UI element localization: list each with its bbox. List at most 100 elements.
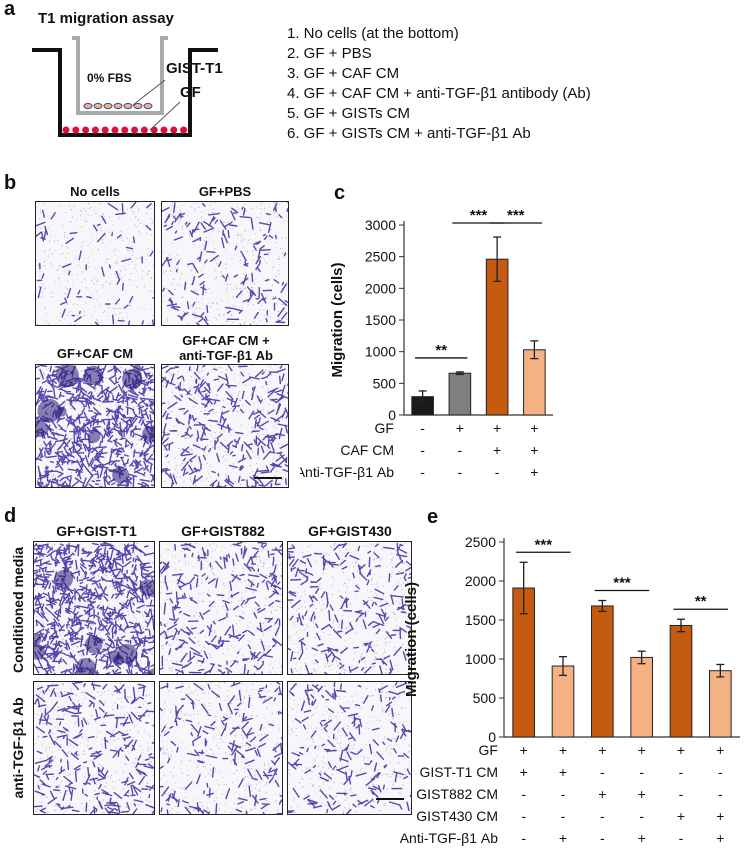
gf-dot: [150, 126, 158, 134]
condition-cell: +: [598, 786, 606, 802]
y-tick-label: 1500: [365, 312, 396, 328]
condition-cell: +: [559, 764, 567, 780]
condition-cell: +: [598, 742, 606, 758]
y-tick-label: 2500: [465, 534, 496, 550]
micrograph-gf-caf-ab: [161, 364, 289, 488]
micrograph-gist-t1-cm: [33, 541, 155, 675]
gf-pointer: [149, 101, 181, 131]
condition-row-label: CAF CM: [340, 442, 394, 458]
gf-dot: [62, 126, 70, 134]
micrograph-gist-t1-ab: [33, 681, 155, 815]
chart-c: 0 500 1000 1500 2000 2500 3000 Migration (cells…: [300, 207, 553, 480]
condition-cell: -: [521, 830, 526, 846]
assay-title: T1 migration assay: [38, 10, 174, 27]
gist-cells: [83, 102, 153, 110]
condition-cell: +: [530, 420, 538, 436]
gist-cell: [143, 102, 153, 110]
fbs-label: 0% FBS: [87, 71, 132, 85]
gist-pointer: [132, 79, 166, 106]
y-tick-label: 2500: [365, 249, 396, 265]
bar: [448, 372, 472, 416]
y-tick-label: 500: [373, 375, 397, 391]
y-tick-label: 0: [388, 407, 396, 423]
significance-label: ***: [470, 207, 488, 224]
condition-cell: -: [458, 442, 463, 458]
condition-cell: +: [559, 830, 567, 846]
gf-dot: [111, 126, 119, 134]
col-title-gist-t1: GF+GIST-T1: [56, 523, 137, 539]
condition-cell: -: [718, 786, 723, 802]
significance-label: ***: [613, 575, 631, 592]
condition-cell: -: [600, 830, 605, 846]
condition-cell: +: [456, 420, 464, 436]
title-line: anti-TGF-β1 Ab: [179, 348, 273, 363]
condition-cell: -: [679, 786, 684, 802]
y-tick-label: 2000: [465, 573, 496, 589]
bar: [485, 258, 509, 416]
significance-label: ***: [507, 207, 525, 224]
gf-dot: [160, 126, 168, 134]
gf-dot: [131, 126, 139, 134]
col-title-gist430: GF+GIST430: [308, 523, 392, 539]
bar: [630, 656, 653, 738]
condition-cell: +: [559, 742, 567, 758]
micrograph-gist430-ab: [287, 681, 412, 815]
condition-cell: -: [639, 808, 644, 824]
micrograph-gist882-cm: [159, 541, 283, 675]
condition-cell: +: [716, 742, 724, 758]
condition-row-label: GIST430 CM: [416, 808, 498, 824]
micrograph-no-cells: [35, 201, 155, 326]
panel-c-letter: c: [334, 182, 346, 204]
condition-cell: -: [600, 764, 605, 780]
gist-cell: [113, 102, 123, 110]
micrograph-gist882-ab: [159, 681, 283, 815]
micrograph-gf-caf: [35, 364, 155, 488]
condition-cell: +: [530, 442, 538, 458]
gf-dot: [91, 126, 99, 134]
condition-cell: -: [420, 442, 425, 458]
bar: [709, 670, 732, 738]
gf-dot: [101, 126, 109, 134]
gf-dots: [62, 126, 188, 134]
condition-cell: -: [420, 420, 425, 436]
condition-cell: +: [520, 742, 528, 758]
condition-row-label: GIST-T1 CM: [419, 764, 498, 780]
row-label-text: Conditioned media: [10, 546, 26, 673]
condition-cell: -: [420, 464, 425, 480]
row-label-cm: Conditioned media: [8, 543, 28, 676]
micrograph-gf-pbs: [161, 201, 289, 326]
outer-well: [32, 48, 218, 137]
y-axis-label: Migration (cells): [329, 262, 346, 377]
gist-t1-label: GIST-T1: [166, 60, 223, 77]
condition-list: 1. No cells (at the bottom) 2. GF + PBS …: [287, 24, 591, 144]
significance-label: **: [435, 342, 447, 359]
transwell-diagram: [32, 36, 218, 137]
gf-dot: [180, 126, 188, 134]
condition-cell: -: [639, 764, 644, 780]
y-tick-label: 3000: [365, 217, 396, 233]
y-tick-label: 2000: [365, 280, 396, 296]
condition-cell: -: [679, 830, 684, 846]
gf-dot: [140, 126, 148, 134]
condition-cell: +: [716, 808, 724, 824]
y-tick-label: 0: [488, 729, 496, 745]
condition-cell: -: [679, 764, 684, 780]
significance-label: **: [695, 593, 707, 610]
condition-cell: -: [521, 808, 526, 824]
condition-item: 1. No cells (at the bottom): [287, 25, 459, 42]
condition-cell: +: [638, 786, 646, 802]
condition-row-label: GF: [479, 742, 498, 758]
gf-dot: [170, 126, 178, 134]
y-tick-label: 1500: [465, 612, 496, 628]
panel-e-letter: e: [427, 506, 439, 528]
scale-bar: [254, 477, 282, 479]
gf-dot: [121, 126, 129, 134]
micro-title-gf-caf-ab: GF+CAF CM + anti-TGF-β1 Ab: [160, 333, 292, 363]
row-label-text: anti-TGF-β1 Ab: [10, 696, 26, 799]
condition-cell: -: [521, 786, 526, 802]
insert-wall: [72, 36, 168, 115]
gist-cell: [93, 102, 103, 110]
col-title-gist882: GF+GIST882: [181, 523, 265, 539]
condition-cell: -: [561, 786, 566, 802]
